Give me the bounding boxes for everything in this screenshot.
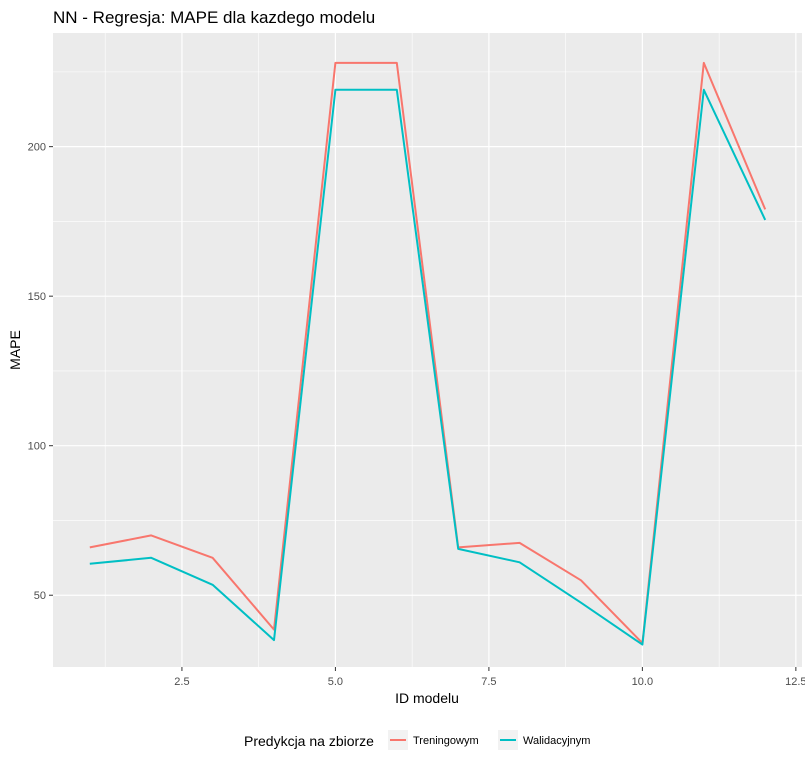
- legend-label: Walidacyjnym: [523, 735, 590, 747]
- y-tick-label: 100: [28, 441, 46, 453]
- legend: Predykcja na zbiorze Treningowym Walidacy…: [244, 730, 590, 750]
- x-tick-label: 2.5: [174, 676, 189, 688]
- series-line-walidacyjnym: [89, 88, 767, 646]
- x-tick-label: 10.0: [632, 676, 653, 688]
- y-axis-title: MAPE: [7, 330, 23, 370]
- minor-gridlines: [53, 33, 802, 667]
- major-gridlines: [53, 33, 802, 667]
- legend-title: Predykcja na zbiorze: [244, 733, 374, 749]
- x-tick-label: 12.5: [785, 676, 805, 688]
- x-axis-title: ID modelu: [395, 690, 459, 706]
- x-axis-ticks: 2.5 5.0 7.5 10.0 12.5: [174, 667, 805, 688]
- legend-items: Treningowym Walidacyjnym: [388, 730, 590, 750]
- plot-panel: [53, 33, 802, 667]
- legend-label: Treningowym: [413, 735, 479, 747]
- series-lines: [89, 61, 767, 646]
- x-tick-label: 7.5: [481, 676, 496, 688]
- x-tick-label: 5.0: [328, 676, 343, 688]
- y-tick-label: 150: [28, 291, 46, 303]
- y-tick-label: 50: [34, 590, 46, 602]
- y-tick-label: 200: [28, 142, 46, 154]
- chart-title: NN - Regresja: MAPE dla kazdego modelu: [53, 8, 375, 27]
- y-axis-ticks: 50 100 150 200: [28, 142, 53, 602]
